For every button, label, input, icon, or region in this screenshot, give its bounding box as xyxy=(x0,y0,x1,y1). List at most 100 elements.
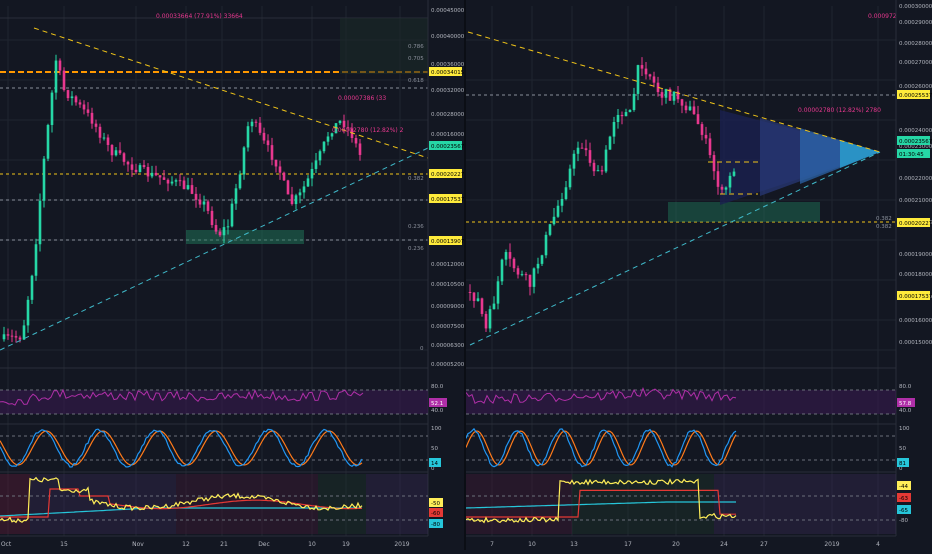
annotation-label: 0.000972 xyxy=(868,13,897,20)
annotation-label: 0.00002780 (12.82%) 2 xyxy=(332,127,404,134)
fib-level-label: 0.705 xyxy=(408,56,424,62)
stoch-tick-label: 100 xyxy=(431,426,442,432)
price-tick-label: 0.00016000 xyxy=(899,318,932,324)
candle-body xyxy=(480,298,484,314)
stoch-tag-label: 14 xyxy=(431,461,438,467)
candle-body xyxy=(238,174,242,189)
annotation-label: 0.00002780 (12.82%) 2780 xyxy=(798,107,881,114)
candle-body xyxy=(262,132,266,141)
candle-body xyxy=(512,258,516,269)
candle-body xyxy=(472,292,476,302)
time-tick-label: 27 xyxy=(760,541,768,548)
candle-body xyxy=(34,244,38,276)
candle-body xyxy=(652,76,656,83)
stoch-tick-label: 100 xyxy=(899,426,910,432)
candle-body xyxy=(488,309,492,329)
candle-body xyxy=(532,268,536,287)
rsi-tick-label: 80.0 xyxy=(431,384,444,390)
candle-body xyxy=(500,259,504,282)
candle-body xyxy=(580,147,584,149)
candle-body xyxy=(516,268,520,275)
candle-body xyxy=(190,185,194,194)
price-tick-label: 0.00016000 xyxy=(431,132,465,138)
stoch-d-line xyxy=(0,430,363,466)
price-tag xyxy=(429,236,462,245)
candle-body xyxy=(38,200,42,245)
candle-body xyxy=(46,124,50,159)
candle-body xyxy=(102,137,106,139)
annotation-label: 0.00007386 (33 xyxy=(338,95,386,102)
rsi-tick-label: 40.0 xyxy=(431,408,444,414)
candle-body xyxy=(588,150,592,163)
price-tick-label: 0.00036000 xyxy=(431,62,465,68)
candle-body xyxy=(230,203,234,227)
fib-level-label: 0.382 xyxy=(408,176,424,182)
trendline xyxy=(0,147,429,351)
price-tick-label: 0.00028000 xyxy=(899,41,932,47)
stoch-tag-label: 81 xyxy=(899,461,906,467)
candle-body xyxy=(664,89,668,98)
zone-box xyxy=(668,202,820,222)
candle-body xyxy=(724,187,728,190)
candle-body xyxy=(210,210,214,226)
candle-body xyxy=(624,112,628,117)
time-tick-label: 12 xyxy=(182,541,190,548)
fib-level-label: 0.786 xyxy=(408,44,424,50)
candle-body xyxy=(576,147,580,154)
price-tick-label: 0.00019000 xyxy=(899,252,932,258)
osc-tag-label: -60 xyxy=(431,511,440,517)
candle-body xyxy=(584,148,588,151)
osc-tag xyxy=(429,519,443,528)
candle-body xyxy=(70,96,74,99)
candle-body xyxy=(720,186,724,190)
candle-body xyxy=(74,96,78,103)
osc-tick-label: -80 xyxy=(899,518,908,524)
price-tick-label: 0.00040000 xyxy=(431,34,465,40)
candle-body xyxy=(552,216,556,225)
candle-body xyxy=(162,177,166,180)
osc-tag xyxy=(429,498,443,507)
candle-body xyxy=(338,120,342,124)
price-tick-label: 0.00026000 xyxy=(899,84,932,90)
candle-body xyxy=(286,180,290,195)
candle-body xyxy=(302,186,306,193)
osc-zone xyxy=(714,474,896,534)
price-tick-label: 0.00018000 xyxy=(899,272,932,278)
candle-body xyxy=(242,147,246,175)
price-tag xyxy=(897,291,930,300)
candle-body xyxy=(206,201,210,211)
osc-tag-label: -65 xyxy=(899,508,908,514)
candle-body xyxy=(126,161,130,165)
time-tick-label: 2019 xyxy=(824,541,839,548)
candle-body xyxy=(82,104,86,110)
fib-level-label: 0.382 xyxy=(876,224,892,230)
price-tick-label: 0.00021000 xyxy=(899,198,932,204)
candle-body xyxy=(198,199,202,205)
candle-body xyxy=(358,143,362,155)
candle-body xyxy=(656,82,660,93)
osc-slow-line xyxy=(466,489,736,518)
stoch-tick-label: 50 xyxy=(431,446,438,452)
stoch-d-line xyxy=(465,430,737,466)
price-tick-label: 0.00009000 xyxy=(431,304,465,310)
rsi-band xyxy=(466,390,896,414)
candle-body xyxy=(174,180,178,182)
price-tag-label: 0.00020227 xyxy=(899,221,932,227)
candle-body xyxy=(544,234,548,256)
candle-body xyxy=(14,336,18,338)
projection-fan xyxy=(840,140,880,168)
candle-body xyxy=(130,164,134,170)
time-tick-label: 10 xyxy=(308,541,316,548)
candle-body xyxy=(78,102,82,105)
candle-body xyxy=(106,137,110,145)
candle-body xyxy=(50,92,54,125)
osc-zone xyxy=(366,474,428,534)
candle-body xyxy=(22,325,26,340)
candle-body xyxy=(592,162,596,172)
candle-body xyxy=(294,195,298,205)
time-tick-label: 4 xyxy=(876,541,880,548)
osc-tag xyxy=(897,505,911,514)
candle-body xyxy=(354,138,358,144)
candle-body xyxy=(2,334,6,340)
